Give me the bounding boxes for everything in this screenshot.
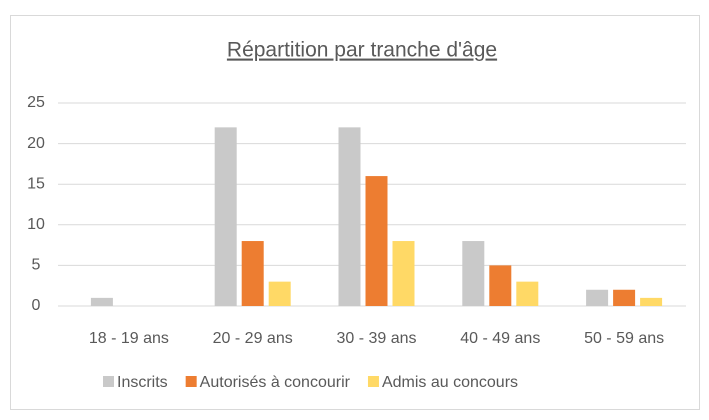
bar (90, 297, 113, 306)
legend-label: Inscrits (117, 374, 168, 391)
legend-label: Autorisés à concourir (200, 374, 351, 391)
bar (392, 241, 415, 306)
x-tick-label: 20 - 29 ans (213, 330, 293, 347)
x-tick-label: 40 - 49 ans (460, 330, 540, 347)
legend-swatch (367, 376, 379, 387)
bar (489, 265, 512, 306)
bar (365, 176, 388, 306)
bar (462, 241, 485, 306)
y-tick-label: 15 (27, 175, 45, 192)
bar (640, 297, 663, 306)
y-tick-label: 5 (32, 257, 41, 274)
bar (613, 289, 636, 306)
y-tick-label: 10 (27, 216, 45, 233)
chart-title: Répartition par tranche d'âge (227, 39, 497, 62)
x-tick-label: 30 - 39 ans (336, 330, 416, 347)
legend-swatch (185, 376, 197, 387)
legend-swatch (103, 376, 114, 387)
bar (268, 281, 291, 306)
y-tick-label: 0 (32, 297, 41, 314)
legend-label: Admis au concours (382, 374, 518, 391)
x-tick-label: 18 - 19 ans (89, 330, 169, 347)
bar (214, 127, 237, 306)
bar (241, 241, 264, 306)
y-tick-label: 20 (27, 135, 45, 152)
bar (516, 281, 539, 306)
bar (586, 289, 609, 306)
x-tick-label: 50 - 59 ans (584, 330, 664, 347)
bar (338, 127, 361, 306)
y-tick-label: 25 (27, 94, 45, 111)
